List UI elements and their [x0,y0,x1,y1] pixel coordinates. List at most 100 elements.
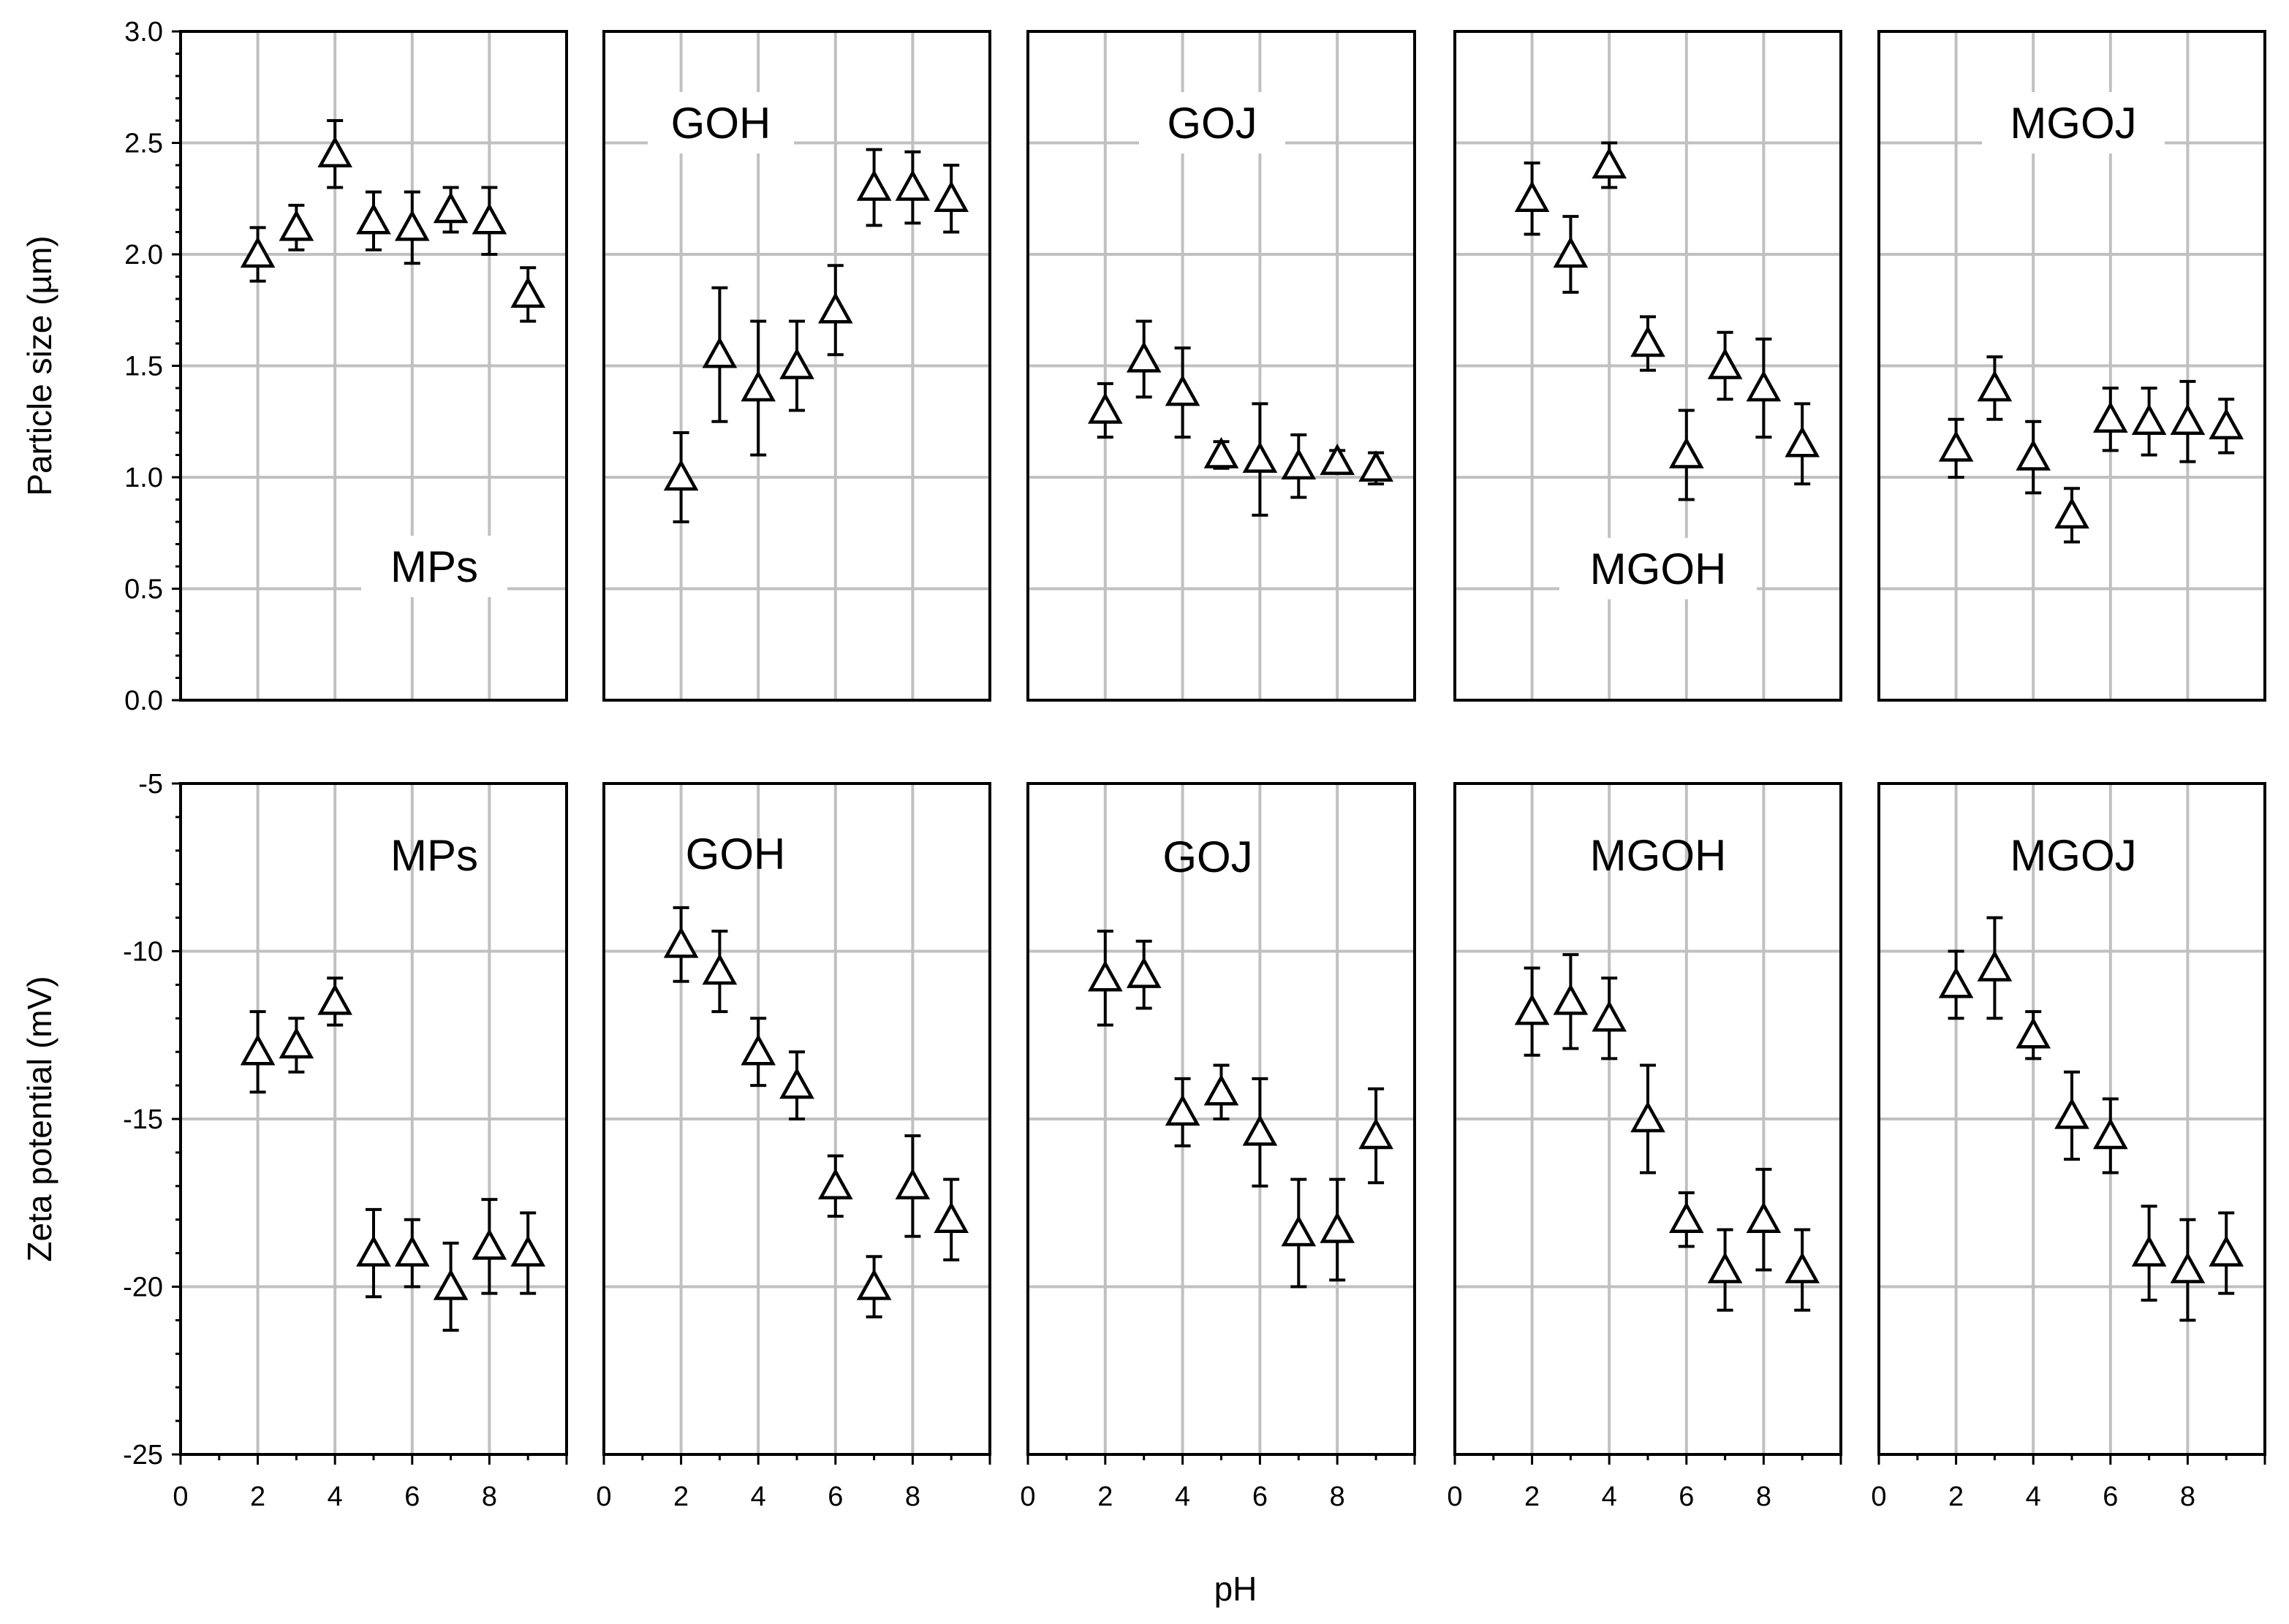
panel-label-background [1139,92,1285,153]
data-point [317,983,353,1015]
x-tick-label: 0 [1020,1481,1035,1512]
y-tick-label: 3.0 [124,17,163,48]
data-point [1126,956,1162,988]
data-point [510,276,546,308]
data-point [2209,1234,2244,1267]
x-tick-label: 8 [482,1481,497,1512]
y-tick-label: -15 [123,1104,163,1135]
data-point [1165,374,1200,406]
data-point [934,1202,969,1233]
data-point [779,1067,814,1099]
data-point [741,370,776,402]
data-point [895,1168,931,1200]
y-tick-label: -5 [138,769,163,800]
x-tick-label: 6 [2103,1481,2118,1512]
data-point [1358,1118,1393,1150]
data-point [317,136,353,167]
x-tick-label: 0 [1447,1481,1462,1512]
data-point [1320,444,1355,475]
data-point [663,459,699,491]
x-tick-label: 2 [1524,1481,1540,1512]
data-point [1746,370,1782,402]
data-point [1087,392,1123,424]
panel-label: MGOH [1590,831,1727,880]
panel-mgoh: 0 2 4 6 8 MGOH [1447,782,1842,1512]
data-point [2016,439,2051,471]
data-point [1320,1211,1355,1243]
x-tick-label: 4 [1602,1481,1617,1512]
panel-goh: GOH [602,30,991,702]
panel-label: MGOH [1590,545,1727,593]
panel-label: MPs [390,542,478,591]
data-point [240,236,276,268]
panel-frame [1877,30,2266,702]
y-tick-label: 1.0 [124,463,163,493]
y-tick-label: 2.5 [124,129,163,159]
x-axis-title: pH [1214,1570,1257,1608]
x-tick-label: 0 [173,1481,188,1512]
data-point [279,209,314,241]
data-point [2054,1097,2089,1129]
data-point [1707,1251,1743,1283]
data-point [779,347,814,379]
data-point [2016,1017,2051,1049]
data-point [1165,1094,1200,1126]
data-point [1977,949,2013,982]
data-point [2131,1234,2167,1267]
panel-label-background [1982,92,2165,153]
y-tick-label: 0.5 [124,574,163,605]
data-point [1126,341,1162,373]
panel-goh: 0 2 4 6 8 GOH [596,782,991,1512]
x-tick-label: 0 [596,1481,611,1512]
panel-frame [1453,30,1842,702]
data-point [2170,403,2206,435]
panel-label: MGOJ [2010,831,2136,880]
y-tick-label: -20 [123,1272,163,1303]
data-point [1203,1074,1239,1106]
panel-label: GOJ [1162,832,1252,881]
data-point [663,926,699,958]
data-point [2209,408,2244,440]
data-point [2092,1118,2128,1150]
y-axis-title: Zeta potential (mV) [20,976,58,1261]
data-point [1630,1101,1665,1133]
data-point [1592,147,1627,179]
y-tick-label: -25 [123,1440,163,1471]
data-point [433,1268,469,1300]
x-tick-label: 6 [1679,1481,1694,1512]
data-point [2054,497,2089,529]
x-tick-label: 8 [905,1481,920,1512]
panel-mgoh: MGOH [1453,30,1842,702]
x-tick-label: 2 [673,1481,689,1512]
data-point [817,1168,853,1200]
panel-label: GOJ [1167,99,1257,148]
data-point [1630,325,1665,357]
data-point [1242,441,1278,473]
data-point [2170,1251,2206,1283]
x-tick-label: 0 [1871,1481,1886,1512]
data-point [472,1228,507,1260]
panel-mgoj: 0 2 4 6 8 MGOJ [1871,782,2266,1512]
y-axis-title: Particle size (µm) [20,235,58,496]
panel-label-background [361,536,507,597]
x-tick-label: 2 [250,1481,265,1512]
x-tick-label: 4 [2026,1481,2041,1512]
data-point [1668,1202,1704,1233]
data-point [934,181,969,212]
x-tick-label: 4 [1175,1481,1190,1512]
data-point [1358,450,1393,482]
y-tick-label: 2.0 [124,240,163,270]
data-point [1938,430,1974,462]
data-point [1785,425,1820,458]
data-point [1553,983,1589,1015]
chart-root: 0.0 0.5 1.0 1.5 2.0 2.5 3.0 Particle size (µm) M… [20,17,2266,1608]
data-point [1087,960,1123,992]
data-point [1514,993,1550,1025]
data-point [510,1234,546,1267]
x-tick-label: 4 [751,1481,766,1512]
panel-mps: MPs [172,30,568,702]
panel-label-background [648,92,794,153]
data-point [702,953,738,985]
data-point [2092,401,2128,433]
